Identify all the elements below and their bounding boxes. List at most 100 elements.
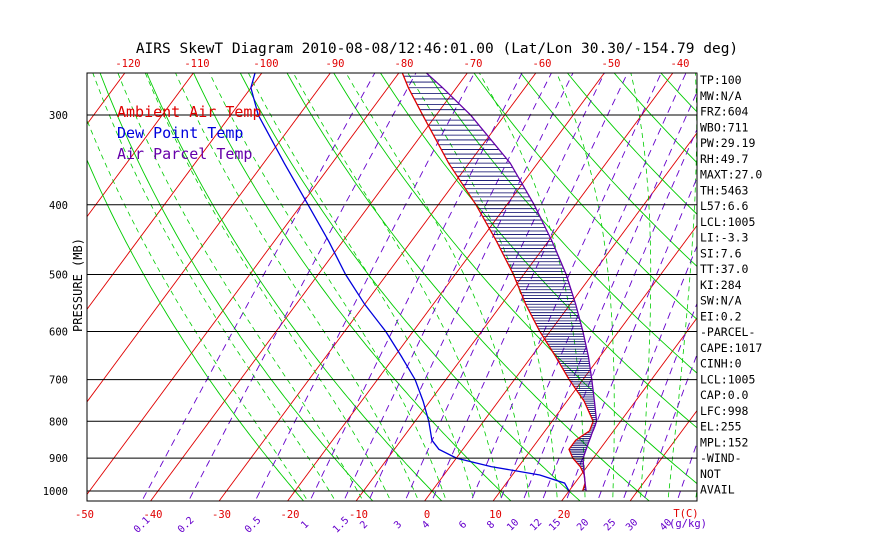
moist-adiabat-line (209, 73, 447, 501)
dew-point-temp-line (250, 73, 570, 492)
mixing-ratio-line (499, 73, 687, 501)
bottom-temp-tick-label: -10 (349, 509, 368, 521)
bottom-temp-tick-label: -30 (212, 509, 231, 521)
mixing-ratio-line (431, 73, 629, 501)
index-entry: LCL:1005 (700, 215, 755, 229)
index-entry: FRZ:604 (700, 105, 749, 119)
isotherm-line (561, 317, 697, 501)
top-temp-tick-label: -100 (253, 58, 278, 70)
index-entry: TH:5463 (700, 183, 749, 197)
mixing-ratio-line (622, 302, 697, 501)
index-entry: LFC:998 (700, 404, 749, 418)
bottom-temp-tick-label: 0 (424, 509, 430, 521)
ambient-air-temp-line (401, 73, 594, 492)
dry-adiabat-line (747, 0, 870, 509)
isotherm-line (287, 73, 605, 501)
isotherm-line (87, 73, 194, 218)
mixing-ratio-label: 6 (457, 519, 469, 531)
temp-unit-label: T(C) (673, 508, 698, 520)
moist-adiabat-line (292, 73, 503, 501)
legend-ambient-air-temp: Ambient Air Temp (117, 103, 262, 121)
index-entry: WBO:711 (700, 120, 749, 134)
plot-frame (86, 72, 698, 502)
index-entry: SW:N/A (700, 294, 742, 308)
dry-adiabat-line (193, 73, 512, 501)
dry-adiabat-line (506, 0, 870, 509)
mixing-ratio-label: 3 (392, 519, 404, 531)
mixing-ratio-label: 12 (528, 517, 544, 533)
dry-adiabat-line (643, 0, 870, 509)
index-entry: CAP:0.0 (700, 388, 749, 402)
moist-adiabat-line (175, 73, 420, 501)
moist-adiabat-line (247, 73, 475, 501)
index-entry: MPL:152 (700, 435, 748, 449)
top-temp-tick-label: -40 (671, 58, 690, 70)
dry-adiabat-line (815, 0, 870, 509)
bottom-temp-tick-label: 10 (489, 509, 502, 521)
mixing-ratio-label: 0.2 (176, 515, 197, 536)
mixing-ratio-line (309, 73, 523, 501)
pressure-tick-label: 700 (49, 375, 68, 387)
top-temp-tick-label: -60 (533, 58, 552, 70)
bottom-temp-tick-label: -40 (144, 509, 163, 521)
mixing-ratio-line (188, 73, 417, 501)
bottom-temp-tick-label: -20 (281, 509, 300, 521)
mixing-ratio-label: 8 (485, 519, 497, 531)
dry-adiabat-line (781, 0, 870, 509)
moist-adiabat-line (117, 73, 364, 501)
mixing-ratio-unit-label: (g/kg) (669, 518, 707, 530)
top-temp-tick-label: -110 (184, 58, 209, 70)
index-entry: L57:6.6 (700, 199, 749, 213)
isotherm-line (218, 73, 537, 501)
pressure-tick-label: 1000 (43, 486, 68, 498)
mixing-ratio-line (597, 244, 697, 501)
mixing-ratio-line (565, 176, 697, 501)
index-entry: -PARCEL- (700, 325, 755, 339)
pressure-tick-label: 800 (49, 416, 68, 428)
mixing-ratio-line (404, 73, 605, 501)
chart-title: AIRS SkewT Diagram 2010-08-08/12:46:01.0… (136, 41, 738, 57)
profile-series (250, 73, 598, 492)
dry-adiabat-line (87, 158, 305, 501)
isotherm-line (150, 73, 468, 501)
moist-adiabat-line (630, 73, 652, 501)
index-entry: CAPE:1017 (700, 341, 762, 355)
index-entry: MAXT:27.0 (700, 168, 762, 182)
y-axis-label: PRESSURE (MB) (71, 238, 85, 332)
index-entry: -WIND- (700, 451, 742, 465)
index-entry: EL:255 (700, 420, 742, 434)
mixing-ratio-label: 0.5 (243, 515, 264, 536)
moist-adiabat-line (92, 73, 336, 501)
top-temp-tick-label: -70 (464, 58, 483, 70)
pressure-tick-label: 400 (49, 200, 68, 212)
moist-adiabat-line (667, 73, 697, 501)
index-entry: SI:7.6 (700, 246, 742, 260)
dry-adiabat-line (426, 73, 697, 374)
index-entry: MW:N/A (700, 89, 742, 103)
mixing-ratio-label: 4 (420, 519, 432, 531)
top-temp-tick-label: -120 (115, 58, 140, 70)
dry-adiabat-line (473, 73, 697, 321)
dry-adiabat-line (146, 73, 443, 501)
isotherm-line (761, 0, 870, 509)
legend: Ambient Air Temp Dew Point Temp Air Parc… (117, 103, 262, 163)
index-entry: TP:100 (700, 73, 742, 87)
isotherm-line (0, 0, 235, 509)
bottom-temp-tick-label: -50 (75, 509, 94, 521)
mixing-ratio-line (522, 90, 697, 501)
moist-adiabat-line (345, 73, 531, 501)
legend-dew-point-temp: Dew Point Temp (117, 124, 243, 142)
index-entry: AVAIL (700, 483, 735, 497)
index-entry: RH:49.7 (700, 152, 749, 166)
mixing-ratio-line (541, 128, 697, 501)
isotherm-line (629, 409, 697, 501)
pressure-tick-label: 500 (49, 270, 68, 282)
index-entry: EI:0.2 (700, 309, 742, 323)
bottom-temp-tick-label: 20 (558, 509, 571, 521)
top-temp-tick-label: -90 (326, 58, 345, 70)
pressure-tick-label: 600 (49, 326, 68, 338)
dry-adiabat-line (239, 73, 581, 501)
isotherm-line (355, 73, 674, 501)
index-entry: NOT (700, 467, 721, 481)
